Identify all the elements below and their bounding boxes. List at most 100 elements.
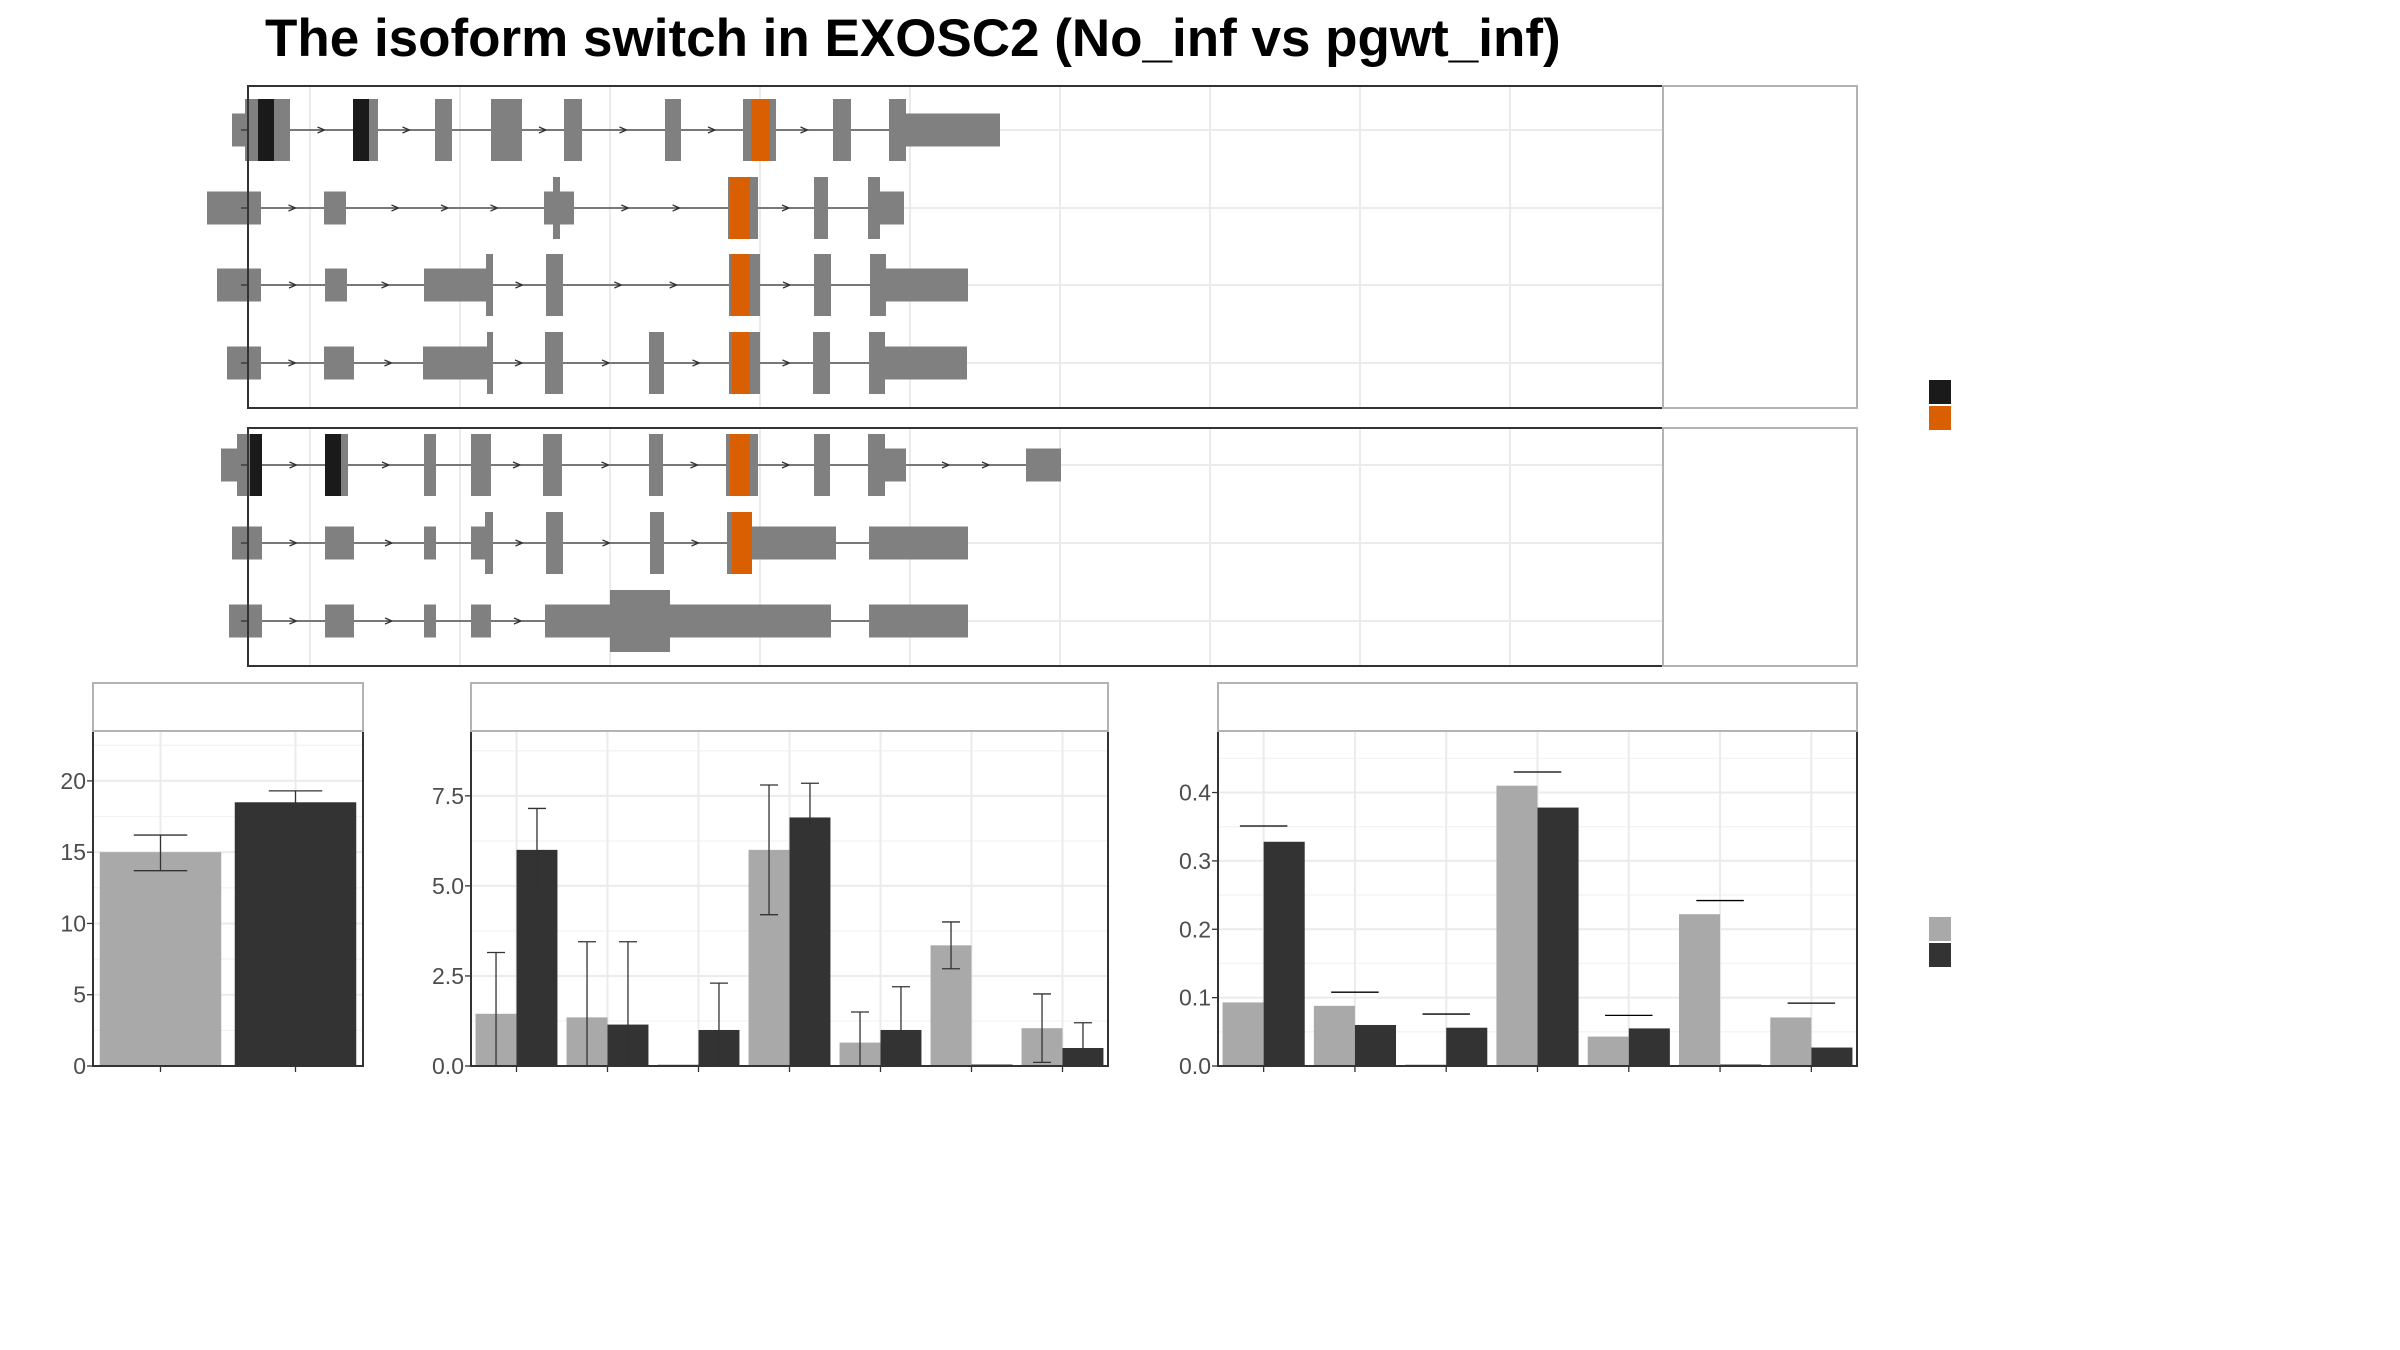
strand-arrow <box>402 126 412 134</box>
y-tick-label: 0.0 <box>432 1053 464 1079</box>
structure-facet-0 <box>207 85 1858 409</box>
strand-arrow <box>782 281 792 289</box>
exon <box>207 191 261 225</box>
chart-strip <box>92 682 364 732</box>
strand-arrow <box>440 204 450 212</box>
legend-key <box>1929 917 1951 941</box>
exon <box>553 177 560 239</box>
exon <box>546 254 563 316</box>
strand-arrow <box>601 461 611 469</box>
strand-arrow <box>288 281 298 289</box>
exon <box>906 113 1000 147</box>
exon <box>869 526 968 560</box>
exon <box>649 332 664 394</box>
y-tick-label: 2.5 <box>432 963 464 989</box>
strand-arrow <box>669 281 679 289</box>
exon <box>868 434 885 496</box>
strand-arrow <box>690 461 700 469</box>
exon <box>471 434 491 496</box>
facet-strip <box>1662 85 1858 409</box>
domain-kh-6 <box>751 99 770 161</box>
bar <box>1537 807 1579 1066</box>
exon <box>886 268 968 302</box>
strand-arrow <box>515 539 525 547</box>
bar <box>1446 1027 1488 1066</box>
strand-arrow <box>691 539 701 547</box>
strand-arrow <box>672 204 682 212</box>
y-tick-label: 0.0 <box>1179 1053 1211 1079</box>
y-tick-label: 5 <box>73 982 86 1008</box>
chart-panel-0: 0 5 10 15 20 <box>60 682 364 1079</box>
exon <box>324 346 354 380</box>
strand-arrow <box>289 617 299 625</box>
exon <box>544 191 553 225</box>
exon <box>814 434 830 496</box>
bar <box>1263 841 1305 1066</box>
strand-arrow <box>692 359 702 367</box>
exon <box>424 434 436 496</box>
strand-arrow <box>782 359 792 367</box>
chart-panel-2: 0.0 0.1 0.2 0.3 0.4 <box>1179 682 1858 1079</box>
y-tick-label: 15 <box>60 839 86 865</box>
domain-kh-6 <box>732 332 750 394</box>
exon <box>325 268 347 302</box>
strand-arrow <box>381 281 391 289</box>
strand-arrow <box>490 204 500 212</box>
exon <box>564 99 582 161</box>
strand-arrow <box>619 126 629 134</box>
exon <box>889 99 906 161</box>
facet-strip <box>1662 427 1858 667</box>
exon <box>543 434 562 496</box>
chart-strip <box>470 682 1109 732</box>
exon <box>545 332 563 394</box>
exon <box>486 254 493 316</box>
exon <box>435 99 452 161</box>
y-tick-label: 0.4 <box>1179 780 1211 806</box>
exon <box>869 332 885 394</box>
chart-panel-1: 0.0 2.5 5.0 7.5 <box>432 682 1109 1079</box>
bar <box>1587 1036 1629 1066</box>
domain-ecr1-n <box>325 434 341 496</box>
legend-key <box>1929 406 1951 430</box>
bar <box>1678 914 1721 1066</box>
exon <box>325 526 354 560</box>
exon <box>885 346 967 380</box>
figure-title: The isoform switch in EXOSC2 (No_inf vs … <box>265 9 1561 68</box>
strand-arrow <box>621 204 630 212</box>
exon <box>221 448 237 482</box>
exon <box>424 604 436 638</box>
exon <box>217 268 261 302</box>
exon <box>670 604 831 638</box>
strand-arrow <box>941 461 951 469</box>
strand-arrow <box>391 204 401 212</box>
strand-arrow <box>707 126 717 134</box>
y-tick-label: 7.5 <box>432 783 464 809</box>
exon <box>325 604 354 638</box>
exon <box>870 254 886 316</box>
exon <box>471 604 491 638</box>
strand-arrow <box>512 461 522 469</box>
bar <box>1222 1002 1264 1066</box>
strand-arrow <box>317 126 327 134</box>
exon <box>324 191 346 225</box>
exon <box>869 604 968 638</box>
strand-arrow <box>384 359 394 367</box>
domain-ecr1-n <box>250 434 262 496</box>
bar <box>234 802 357 1066</box>
y-tick-label: 0.1 <box>1179 985 1211 1011</box>
y-tick-label: 20 <box>60 768 86 794</box>
strand-arrow <box>288 359 298 367</box>
legend-condition <box>1929 917 1951 967</box>
bar <box>1770 1017 1812 1066</box>
exon <box>885 448 906 482</box>
exon <box>232 113 245 147</box>
strand-arrow <box>513 617 523 625</box>
bar <box>1313 1005 1355 1066</box>
legend-key <box>1929 380 1951 404</box>
y-tick-label: 0 <box>73 1053 86 1079</box>
exon <box>650 512 664 574</box>
exon <box>471 526 485 560</box>
bar <box>1628 1028 1670 1066</box>
exon <box>814 177 828 239</box>
